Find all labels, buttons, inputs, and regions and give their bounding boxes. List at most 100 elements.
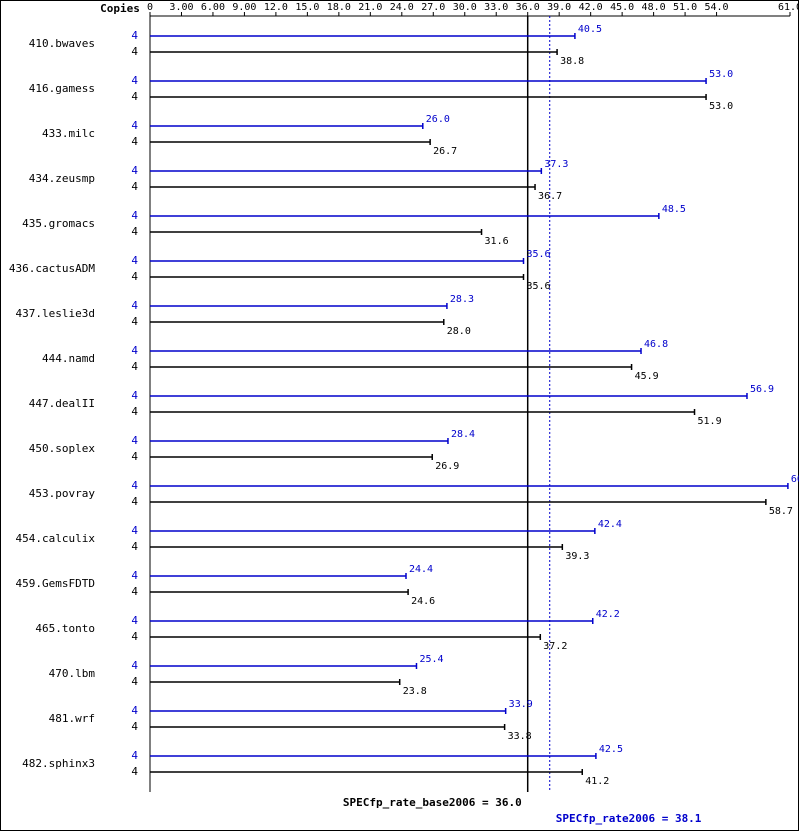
base-value: 24.6 [411,596,435,607]
base-value: 37.2 [543,641,567,652]
benchmark-name: 454.calculix [16,532,96,545]
benchmark-name: 437.leslie3d [16,307,95,320]
copies-peak: 4 [131,659,138,672]
base-value: 51.9 [698,416,722,427]
spec-benchmark-chart: 03.006.009.0012.015.018.021.024.027.030.… [0,0,799,831]
base-value: 35.6 [527,281,551,292]
copies-peak: 4 [131,344,138,357]
copies-peak: 4 [131,29,138,42]
peak-value: 56.9 [750,384,774,395]
x-tick-label: 15.0 [295,2,319,13]
base-value: 38.8 [560,56,584,67]
copies-base: 4 [131,720,138,733]
copies-base: 4 [131,180,138,193]
x-tick-label: 36.0 [516,2,540,13]
base-value: 45.9 [635,371,659,382]
base-value: 41.2 [585,776,609,787]
copies-peak: 4 [131,479,138,492]
copies-peak: 4 [131,704,138,717]
base-value: 26.9 [435,461,459,472]
peak-value: 28.3 [450,294,474,305]
copies-peak: 4 [131,299,138,312]
copies-base: 4 [131,450,138,463]
copies-peak: 4 [131,614,138,627]
copies-base: 4 [131,315,138,328]
benchmark-name: 450.soplex [29,442,96,455]
base-value: 28.0 [447,326,471,337]
peak-value: 35.6 [527,249,551,260]
copies-base: 4 [131,45,138,58]
copies-peak: 4 [131,74,138,87]
copies-base: 4 [131,135,138,148]
peak-value: 26.0 [426,114,450,125]
peak-value: 28.4 [451,429,475,440]
x-tick-label: 48.0 [642,2,666,13]
copies-base: 4 [131,360,138,373]
benchmark-name: 482.sphinx3 [22,757,95,770]
peak-value: 46.8 [644,339,668,350]
benchmark-name: 434.zeusmp [29,172,95,185]
peak-value: 53.0 [709,69,733,80]
x-tick-label: 9.00 [232,2,256,13]
x-tick-label: 0 [147,2,153,13]
benchmark-name: 416.gamess [29,82,95,95]
peak-value: 60.8 [791,474,799,485]
copies-base: 4 [131,270,138,283]
x-tick-label: 18.0 [327,2,351,13]
benchmark-name: 444.namd [42,352,95,365]
x-tick-label: 39.0 [547,2,571,13]
copies-base: 4 [131,675,138,688]
copies-peak: 4 [131,389,138,402]
peak-value: 37.3 [544,159,568,170]
copies-base: 4 [131,585,138,598]
copies-base: 4 [131,405,138,418]
x-tick-label: 6.00 [201,2,225,13]
base-value: 33.8 [508,731,532,742]
x-tick-label: 51.0 [673,2,697,13]
x-tick-label: 61.0 [778,2,799,13]
benchmark-name: 465.tonto [35,622,95,635]
benchmark-name: 447.dealII [29,397,95,410]
x-tick-label: 21.0 [358,2,382,13]
base-value: 31.6 [485,236,509,247]
benchmark-name: 459.GemsFDTD [16,577,95,590]
x-tick-label: 3.00 [169,2,193,13]
benchmark-name: 433.milc [42,127,95,140]
copies-peak: 4 [131,749,138,762]
copies-peak: 4 [131,524,138,537]
base-value: 53.0 [709,101,733,112]
base-value: 23.8 [403,686,427,697]
base-value: 58.7 [769,506,793,517]
copies-base: 4 [131,225,138,238]
copies-peak: 4 [131,209,138,222]
x-tick-label: 54.0 [705,2,729,13]
x-tick-label: 30.0 [453,2,477,13]
x-tick-label: 42.0 [579,2,603,13]
peak-value: 25.4 [419,654,443,665]
copies-base: 4 [131,90,138,103]
copies-base: 4 [131,765,138,778]
copies-peak: 4 [131,254,138,267]
base-ref-label: SPECfp_rate_base2006 = 36.0 [343,796,522,809]
benchmark-name: 453.povray [29,487,96,500]
copies-peak: 4 [131,119,138,132]
peak-value: 33.9 [509,699,533,710]
base-value: 39.3 [565,551,589,562]
copies-peak: 4 [131,164,138,177]
peak-value: 40.5 [578,24,602,35]
copies-peak: 4 [131,434,138,447]
peak-value: 42.2 [596,609,620,620]
copies-header: Copies [100,2,140,15]
peak-value: 48.5 [662,204,686,215]
base-value: 26.7 [433,146,457,157]
x-tick-label: 45.0 [610,2,634,13]
peak-value: 24.4 [409,564,433,575]
benchmark-name: 481.wrf [49,712,95,725]
benchmark-name: 470.lbm [49,667,96,680]
peak-ref-label: SPECfp_rate2006 = 38.1 [556,812,702,825]
benchmark-name: 435.gromacs [22,217,95,230]
copies-base: 4 [131,630,138,643]
benchmark-name: 410.bwaves [29,37,95,50]
x-tick-label: 24.0 [390,2,414,13]
copies-base: 4 [131,495,138,508]
